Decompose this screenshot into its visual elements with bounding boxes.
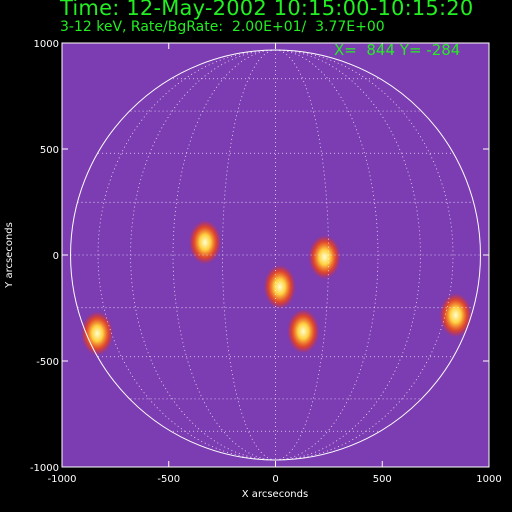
- y-tick-label: -1000: [30, 463, 59, 474]
- observation-time-label: Time: 12-May-2002 10:15:00-10:15:20: [60, 0, 474, 20]
- y-axis-title: Y arcseconds: [4, 222, 15, 289]
- energy-rate-label: 3-12 keV, Rate/BgRate: 2.00E+01/ 3.77E+0…: [60, 19, 385, 35]
- bright-source-3: [308, 235, 341, 280]
- longitude-line: [97, 49, 276, 461]
- longitude-line: [275, 49, 329, 461]
- x-tick-label: -1000: [47, 474, 76, 485]
- bright-source-6: [189, 220, 222, 265]
- heliographic-grid: [70, 49, 481, 461]
- y-tick-label: 500: [40, 145, 59, 156]
- longitude-line: [275, 49, 379, 461]
- longitude-line: [130, 49, 276, 461]
- bright-sources: [81, 220, 472, 356]
- x-axis-title: X arcseconds: [242, 489, 308, 500]
- x-tick-label: -500: [157, 474, 180, 485]
- bright-source-4: [287, 309, 320, 354]
- bright-source-5: [263, 264, 296, 309]
- x-tick-label: 1000: [476, 474, 501, 485]
- bright-source-2: [81, 311, 114, 356]
- longitude-line: [275, 49, 421, 461]
- y-axis-ticks: 1000 500 0 -500 -1000: [30, 39, 489, 474]
- y-tick-label: 0: [53, 251, 59, 262]
- cursor-coordinate-readout: X= 844 Y= -284: [334, 41, 461, 59]
- longitude-line: [222, 49, 276, 461]
- x-axis-ticks: -1000 -500 0 500 1000: [47, 43, 502, 485]
- longitude-line: [172, 49, 276, 461]
- image-area: [62, 43, 489, 467]
- x-tick-label: 0: [272, 474, 278, 485]
- x-tick-label: 500: [373, 474, 392, 485]
- longitude-line: [275, 49, 454, 461]
- y-tick-label: -500: [36, 357, 59, 368]
- bright-source-1: [439, 293, 472, 338]
- y-tick-label: 1000: [34, 39, 59, 50]
